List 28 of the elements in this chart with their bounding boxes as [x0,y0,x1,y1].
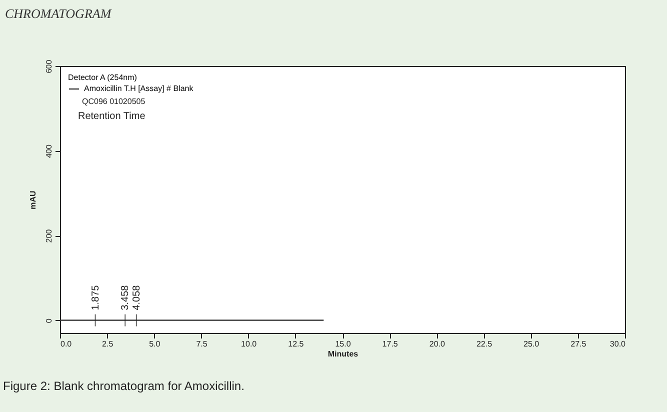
annotation: 3.458 [120,284,132,310]
x-tick-label: 15.0 [335,340,352,348]
annotation: 1.875 [90,284,102,310]
x-tick-label: 27.5 [570,340,587,348]
y-tick-label: 400 [44,144,54,158]
annotation: QC096 01020505 [82,97,146,106]
x-tick-label: 7.5 [196,340,208,348]
legend-title: Detector A (254nm) [68,73,138,82]
x-axis-title: Minutes [328,350,359,358]
legend-label: Amoxicillin T.H [Assay] # Blank [84,84,194,93]
x-tick-label: 12.5 [288,340,304,348]
y-tick-label: 200 [44,228,54,243]
x-tick-label: 25.0 [524,340,540,348]
x-tick-label: 0.0 [60,340,72,348]
caption: Figure 2: Blank chromatogram for Amoxicillin. [3,379,244,393]
x-tick-label: 30.0 [610,340,626,348]
x-tick-label: 17.5 [382,340,398,348]
x-tick-label: 5.0 [149,340,161,348]
x-tick-label: 2.5 [102,340,114,348]
y-tick-label: 0 [44,318,54,324]
annotation: Retention Time [78,111,146,122]
y-tick-label: 600 [44,59,54,74]
y-axis-title: mAU [28,190,38,210]
annotation: 4.058 [131,284,142,310]
x-tick-label: 22.5 [476,340,493,348]
x-tick-label: 10.0 [241,340,258,348]
x-tick-label: 20.0 [429,340,446,348]
chart-title: CHROMATOGRAM [5,6,112,21]
